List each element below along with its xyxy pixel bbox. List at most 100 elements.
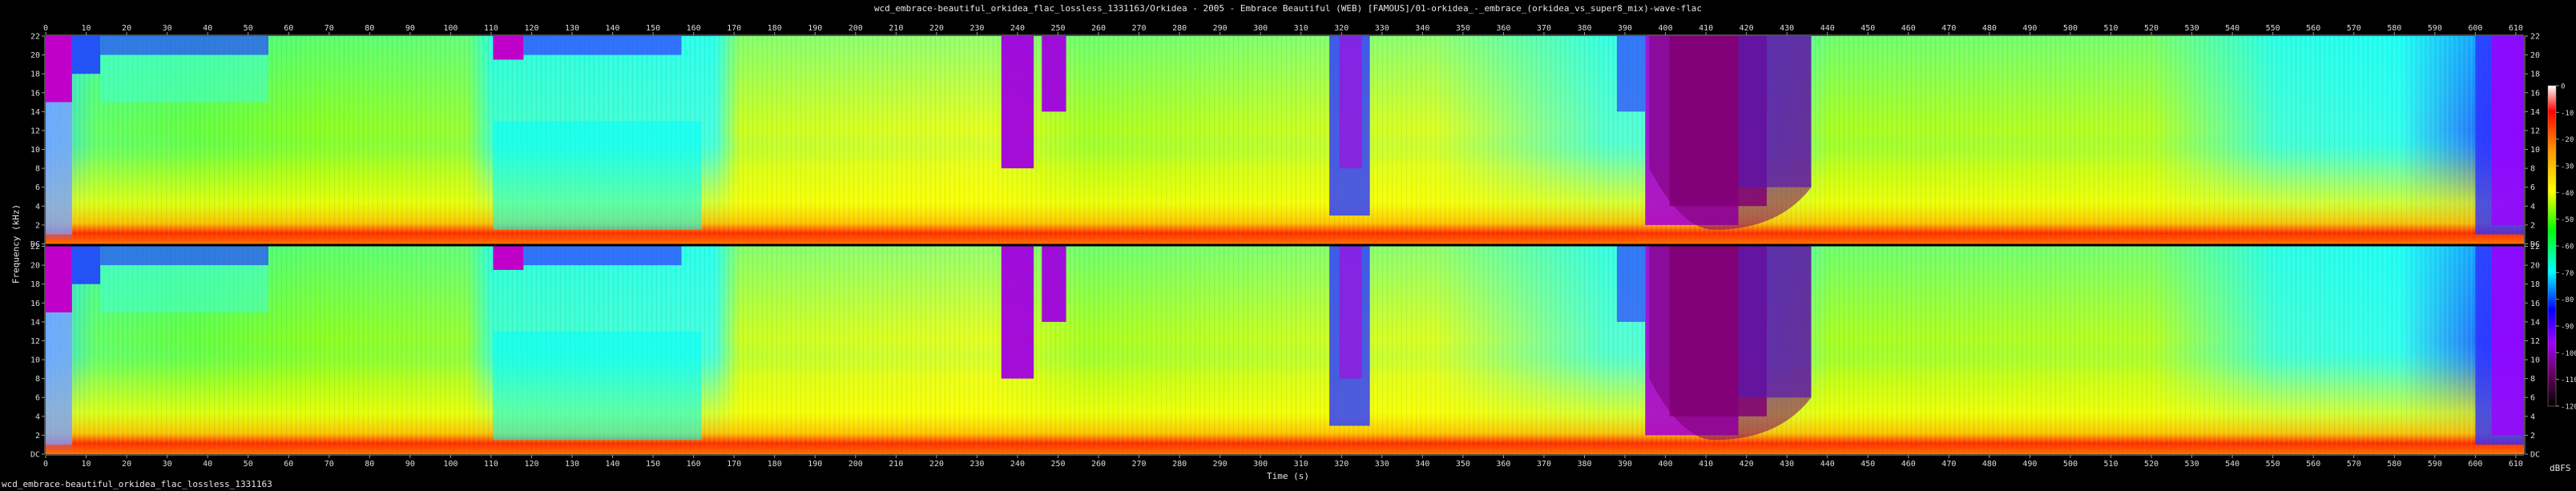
x-tick-label: 70: [325, 24, 334, 33]
x-tick-label: 600: [2468, 460, 2482, 469]
x-tick-label: 440: [1820, 24, 1835, 33]
spectral-feature: [523, 36, 682, 55]
y-axis-label: Frequency (kHz): [10, 203, 22, 284]
x-tick-label: 300: [1253, 460, 1268, 469]
bass-band: [46, 234, 2524, 244]
y-tick-label: 4: [2530, 413, 2535, 421]
spectral-feature: [1042, 246, 1066, 322]
x-tick-label: 170: [727, 460, 741, 469]
x-tick-label: 490: [2022, 460, 2037, 469]
y-tick-label: 10: [30, 146, 40, 155]
x-tick-label: 220: [929, 24, 944, 33]
spectral-feature: [100, 36, 268, 55]
x-tick-label: 340: [1415, 24, 1429, 33]
spectral-feature: [100, 265, 268, 313]
y-tick-label: 2: [2530, 432, 2535, 441]
x-axis-top: 0 10 20 30 40 50 60 70 80 90 100 110 120 130 140 150 160…: [43, 24, 2524, 36]
x-tick-label: 540: [2225, 460, 2239, 469]
y-tick-label: 12: [2530, 337, 2540, 346]
y-tick-label: 8: [35, 165, 40, 174]
spectral-feature: [2491, 246, 2524, 436]
x-tick-label: 540: [2225, 24, 2239, 33]
spectral-feature: [71, 36, 101, 74]
x-tick-label: 480: [1982, 24, 1997, 33]
y-tick-label: 6: [2530, 394, 2535, 403]
y-tick-label: 6: [35, 183, 40, 192]
x-tick-label: 600: [2468, 24, 2482, 33]
colorbar-tick-label: -100: [2561, 350, 2576, 358]
colorbar-tick-label: -60: [2561, 243, 2574, 252]
x-tick-label: 520: [2144, 24, 2159, 33]
x-tick-label: 230: [970, 460, 984, 469]
x-tick-label: 0: [43, 24, 48, 33]
x-tick-label: 560: [2306, 460, 2320, 469]
spectral-feature: [46, 36, 72, 103]
y-tick-label: 12: [30, 337, 40, 346]
x-tick-label: 510: [2103, 460, 2118, 469]
y-tick-label: 14: [2530, 108, 2540, 117]
colorbar-tick-label: -80: [2561, 296, 2574, 304]
spectral-feature: [1649, 36, 1812, 230]
colorbar-unit-label: dBFS: [2550, 463, 2571, 473]
x-tick-label: 90: [405, 24, 415, 33]
plot-area: [46, 36, 2524, 454]
x-tick-label: 100: [443, 24, 458, 33]
x-tick-label: 80: [365, 24, 374, 33]
spectral-feature: [100, 246, 268, 266]
x-tick-label: 260: [1091, 460, 1106, 469]
x-tick-label: 90: [405, 460, 415, 469]
x-tick-label: 610: [2509, 460, 2523, 469]
x-tick-label: 250: [1050, 24, 1065, 33]
x-tick-label: 520: [2144, 460, 2159, 469]
x-tick-label: 30: [163, 24, 172, 33]
y-tick-label: 10: [2530, 146, 2540, 155]
x-tick-label: 140: [606, 24, 620, 33]
x-tick-label: 310: [1294, 460, 1308, 469]
x-tick-label: 130: [565, 24, 579, 33]
x-tick-label: 20: [122, 24, 131, 33]
x-tick-label: 240: [1010, 460, 1025, 469]
spectral-feature: [493, 121, 702, 230]
x-tick-label: 380: [1577, 460, 1591, 469]
y-tick-label: 12: [30, 127, 40, 135]
x-tick-label: 390: [1618, 24, 1632, 33]
x-tick-label: 40: [203, 460, 212, 469]
y-tick-label: 18: [2530, 70, 2540, 79]
x-tick-label: 160: [687, 460, 701, 469]
y-tick-label: 8: [2530, 165, 2535, 174]
spectral-feature: [1616, 246, 1646, 322]
x-tick-label: 20: [122, 460, 131, 469]
colorbar-tick-label: -120: [2561, 404, 2576, 412]
spectral-feature: [1042, 36, 1066, 112]
x-tick-label: 570: [2347, 24, 2361, 33]
file-footer: wcd_embrace-beautiful_orkidea_flac_lossl…: [2, 479, 272, 489]
x-tick-label: 0: [43, 460, 48, 469]
x-tick-label: 400: [1659, 24, 1673, 33]
colorbar-tick-label: -90: [2561, 324, 2574, 332]
y-tick-label: 14: [30, 318, 40, 327]
y-tick-label: 22: [30, 243, 40, 252]
x-tick-label: 110: [484, 24, 498, 33]
x-tick-label: 370: [1537, 24, 1551, 33]
x-tick-label: 60: [284, 460, 293, 469]
y-tick-label: 16: [30, 89, 40, 98]
x-tick-label: 110: [484, 460, 498, 469]
y-tick-label: 22: [30, 33, 40, 42]
spectral-feature: [46, 312, 72, 450]
spectral-feature: [46, 246, 72, 313]
y-tick-label: 10: [30, 356, 40, 365]
x-tick-label: 320: [1334, 460, 1348, 469]
spectral-feature: [493, 246, 524, 270]
x-tick-label: 490: [2022, 24, 2037, 33]
x-tick-label: 360: [1496, 24, 1510, 33]
x-tick-label: 380: [1577, 24, 1591, 33]
y-tick-label: 16: [30, 300, 40, 308]
spectral-feature: [493, 331, 702, 441]
x-tick-label: 450: [1860, 24, 1875, 33]
x-tick-label: 260: [1091, 24, 1106, 33]
x-tick-label: 410: [1699, 460, 1713, 469]
x-tick-label: 200: [849, 460, 863, 469]
spectral-feature: [46, 102, 72, 239]
